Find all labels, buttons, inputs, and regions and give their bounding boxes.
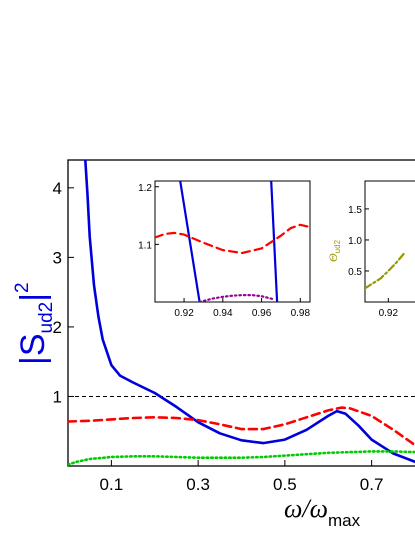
inset-1: 0.92 0.94 0.96 0.98 1.1 1.2 xyxy=(138,180,311,319)
inset-2-series xyxy=(365,252,405,290)
ylabel-base: |S xyxy=(14,333,52,365)
series-line-1-0 xyxy=(179,181,201,302)
xlabel-sub: max xyxy=(328,511,361,530)
series-line-1-3 xyxy=(198,294,275,302)
series-line-0-2 xyxy=(68,450,415,466)
main-series xyxy=(68,160,415,466)
inset-1-ticks: 0.92 0.94 0.96 0.98 1.1 1.2 xyxy=(138,183,310,319)
x-tick-label-2-0: 0.92 xyxy=(379,308,399,319)
inset-2-ylabel-sub: ud2 xyxy=(333,239,342,253)
y-tick-label-1-0: 1.1 xyxy=(138,240,152,251)
series-line-0-1 xyxy=(68,406,415,447)
x-tick-label-0-2: 0.5 xyxy=(273,475,297,494)
x-tick-label-1-2: 0.96 xyxy=(252,308,272,319)
y-tick-label-0-3: 4 xyxy=(53,179,62,198)
y-tick-label-0-0: 1 xyxy=(53,387,62,406)
inset-1-series xyxy=(155,181,310,302)
y-tick-label-0-2: 3 xyxy=(53,248,62,267)
xlabel-symbol: ω/ω xyxy=(284,494,328,523)
inset-2: 0.92 0.5 1.0 1.5 Θud2 xyxy=(326,180,415,319)
main-xlabel: ω/ωmax xyxy=(284,494,361,530)
inset-2-frame xyxy=(364,180,415,303)
y-tick-label-2-2: 1.5 xyxy=(348,205,362,216)
series-line-2-0 xyxy=(365,252,405,290)
x-tick-label-0-1: 0.3 xyxy=(186,475,210,494)
x-tick-label-1-3: 0.98 xyxy=(291,308,311,319)
inset-2-ylabel-symbol: Θ xyxy=(326,253,340,262)
inset-2-ticks: 0.92 0.5 1.0 1.5 xyxy=(348,205,398,319)
series-line-1-1 xyxy=(270,181,279,302)
y-tick-label-1-1: 1.2 xyxy=(138,183,152,194)
main-plot-frame xyxy=(67,159,415,467)
ylabel-sup: 2 xyxy=(12,282,33,293)
y-tick-label-2-0: 0.5 xyxy=(348,267,362,278)
series-line-1-2 xyxy=(155,223,310,255)
inset-1-frame xyxy=(154,180,311,303)
x-tick-label-0-0: 0.1 xyxy=(100,475,124,494)
ylabel-sub: ud2 xyxy=(36,302,57,334)
inset-2-ylabel: Θud2 xyxy=(326,239,342,262)
main-ylabel: |Sud2|2 xyxy=(12,282,57,365)
x-tick-label-1-0: 0.92 xyxy=(174,308,194,319)
y-tick-label-0-1: 2 xyxy=(53,318,62,337)
ylabel-bar: | xyxy=(14,293,52,302)
x-tick-label-0-3: 0.7 xyxy=(360,475,384,494)
x-tick-label-1-1: 0.94 xyxy=(213,308,233,319)
main-plot: 0.1 0.3 0.5 0.7 1 2 3 4 xyxy=(53,159,415,494)
y-tick-label-2-1: 1.0 xyxy=(348,236,362,247)
series-line-0-0 xyxy=(84,160,415,464)
main-ticks: 0.1 0.3 0.5 0.7 1 2 3 4 xyxy=(53,179,384,494)
